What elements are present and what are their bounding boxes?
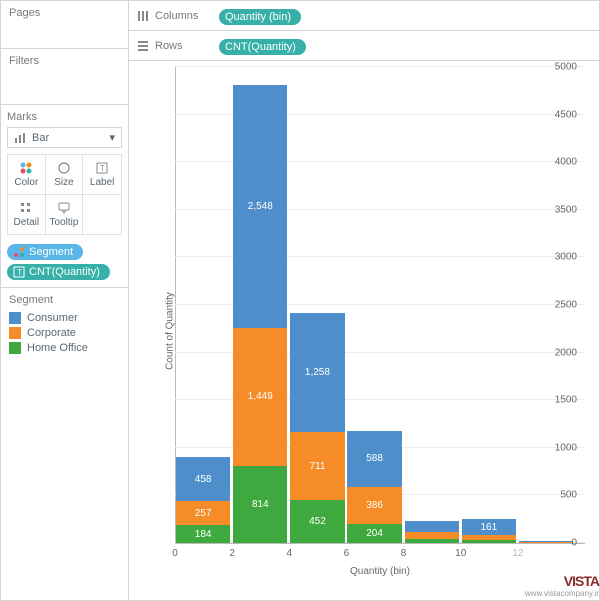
detail-button[interactable]: Detail (8, 195, 46, 234)
x-tick: 12 (512, 548, 523, 559)
watermark: VISTA www.vistacompany.ir (525, 573, 599, 598)
y-tick: 1000 (555, 442, 577, 453)
tooltip-button[interactable]: Tooltip (46, 195, 84, 234)
legend-item[interactable]: Home Office (9, 342, 120, 354)
marks-panel: Marks Bar ▾ Color Size T (1, 105, 128, 288)
filters-panel[interactable]: Filters (1, 49, 128, 105)
y-tick: 4500 (555, 109, 577, 120)
legend-item[interactable]: Consumer (9, 312, 120, 324)
bar-value: 452 (309, 516, 326, 527)
rows-pill[interactable]: CNT(Quantity) (219, 39, 306, 55)
bar[interactable]: 588 386 204 (347, 431, 401, 543)
bar-segment[interactable]: 161 (462, 519, 516, 534)
bar-value: 588 (366, 453, 383, 464)
marks-segment-pill[interactable]: Segment (7, 244, 83, 260)
bar-icon (14, 132, 26, 144)
filters-title: Filters (9, 55, 120, 67)
legend-label: Corporate (27, 327, 76, 339)
legend-title: Segment (9, 294, 120, 306)
bar-value: 161 (481, 522, 498, 533)
y-tick: 5000 (555, 62, 577, 73)
x-tick: 10 (455, 548, 466, 559)
bar-segment[interactable] (405, 532, 459, 539)
rows-icon (137, 40, 149, 52)
x-tick: 2 (229, 548, 235, 559)
bar-segment[interactable]: 588 (347, 431, 401, 487)
bar-segment[interactable]: 204 (347, 524, 401, 543)
bar-value: 184 (195, 529, 212, 540)
legend-swatch (9, 342, 21, 354)
bar-value: 257 (195, 508, 212, 519)
marks-cnt-pill[interactable]: T CNT(Quantity) (7, 264, 110, 280)
y-tick: 0 (571, 538, 577, 549)
chart-area: Count of Quantity 458 257 184 2,548 1,449 814… (129, 61, 599, 600)
bar-segment[interactable]: 452 (290, 500, 344, 543)
bar-value: 458 (195, 474, 212, 485)
rows-label: Rows (155, 40, 183, 52)
y-tick: 2000 (555, 347, 577, 358)
bar-segment[interactable]: 711 (290, 432, 344, 500)
bar[interactable]: 2,548 1,449 814 (233, 85, 287, 543)
bar-segment[interactable]: 814 (233, 466, 287, 543)
bar-value: 2,548 (248, 201, 273, 212)
x-tick: 6 (344, 548, 350, 559)
x-tick: 8 (401, 548, 407, 559)
svg-text:T: T (100, 164, 105, 173)
x-tick: 4 (287, 548, 293, 559)
y-tick: 2500 (555, 300, 577, 311)
side-panels: Pages Filters Marks Bar ▾ Color (1, 1, 129, 600)
bar-value: 711 (309, 461, 325, 472)
mark-type-label: Bar (32, 132, 49, 144)
pages-title: Pages (9, 7, 120, 19)
bar-segment[interactable]: 2,548 (233, 85, 287, 328)
bar-value: 1,449 (248, 391, 273, 402)
y-axis-label: Count of Quantity (164, 292, 175, 370)
bar-segment[interactable]: 1,258 (290, 313, 344, 433)
columns-pill[interactable]: Quantity (bin) (219, 9, 301, 25)
y-tick: 4000 (555, 157, 577, 168)
bar-segment[interactable]: 184 (176, 525, 230, 543)
bar-segment[interactable]: 386 (347, 487, 401, 524)
bar-segment[interactable] (405, 521, 459, 531)
svg-text:T: T (17, 268, 22, 277)
mark-type-select[interactable]: Bar ▾ (7, 127, 122, 148)
bar-segment[interactable]: 1,449 (233, 328, 287, 466)
size-button[interactable]: Size (46, 155, 84, 195)
app-root: Pages Filters Marks Bar ▾ Color (0, 0, 600, 601)
legend-swatch (9, 312, 21, 324)
legend-item[interactable]: Corporate (9, 327, 120, 339)
legend-swatch (9, 327, 21, 339)
bar-segment[interactable]: 257 (176, 501, 230, 525)
bar[interactable]: 161 (462, 519, 516, 543)
chevron-down-icon: ▾ (109, 131, 115, 144)
columns-icon (137, 10, 149, 22)
bar-value: 204 (366, 528, 383, 539)
marks-title: Marks (7, 111, 122, 123)
bar-value: 386 (366, 500, 383, 511)
label-button[interactable]: T Label (83, 155, 121, 195)
y-tick: 500 (560, 490, 577, 501)
columns-label: Columns (155, 10, 198, 22)
x-tick: 0 (172, 548, 178, 559)
color-button[interactable]: Color (8, 155, 46, 195)
x-axis-label: Quantity (bin) (350, 566, 410, 577)
bar-value: 1,258 (305, 367, 330, 378)
legend-label: Consumer (27, 312, 78, 324)
y-tick: 1500 (555, 395, 577, 406)
plot[interactable]: 458 257 184 2,548 1,449 814 1,258 711 452 588 386 2… (175, 67, 585, 567)
rows-shelf[interactable]: Rows CNT(Quantity) (129, 31, 599, 61)
legend-panel: Segment Consumer Corporate Home Office (1, 288, 128, 363)
y-tick: 3500 (555, 204, 577, 215)
bar-segment[interactable]: 458 (176, 457, 230, 501)
mark-buttons: Color Size T Label Detail Tooltip (7, 154, 122, 235)
worksheet: Columns Quantity (bin) Rows CNT(Quantity… (129, 1, 599, 600)
bar-value: 814 (252, 499, 269, 510)
bar[interactable]: 458 257 184 (176, 457, 230, 543)
pages-panel[interactable]: Pages (1, 1, 128, 49)
y-tick: 3000 (555, 252, 577, 263)
legend-label: Home Office (27, 342, 88, 354)
columns-shelf[interactable]: Columns Quantity (bin) (129, 1, 599, 31)
bar[interactable] (405, 521, 459, 543)
bar[interactable]: 1,258 711 452 (290, 313, 344, 543)
